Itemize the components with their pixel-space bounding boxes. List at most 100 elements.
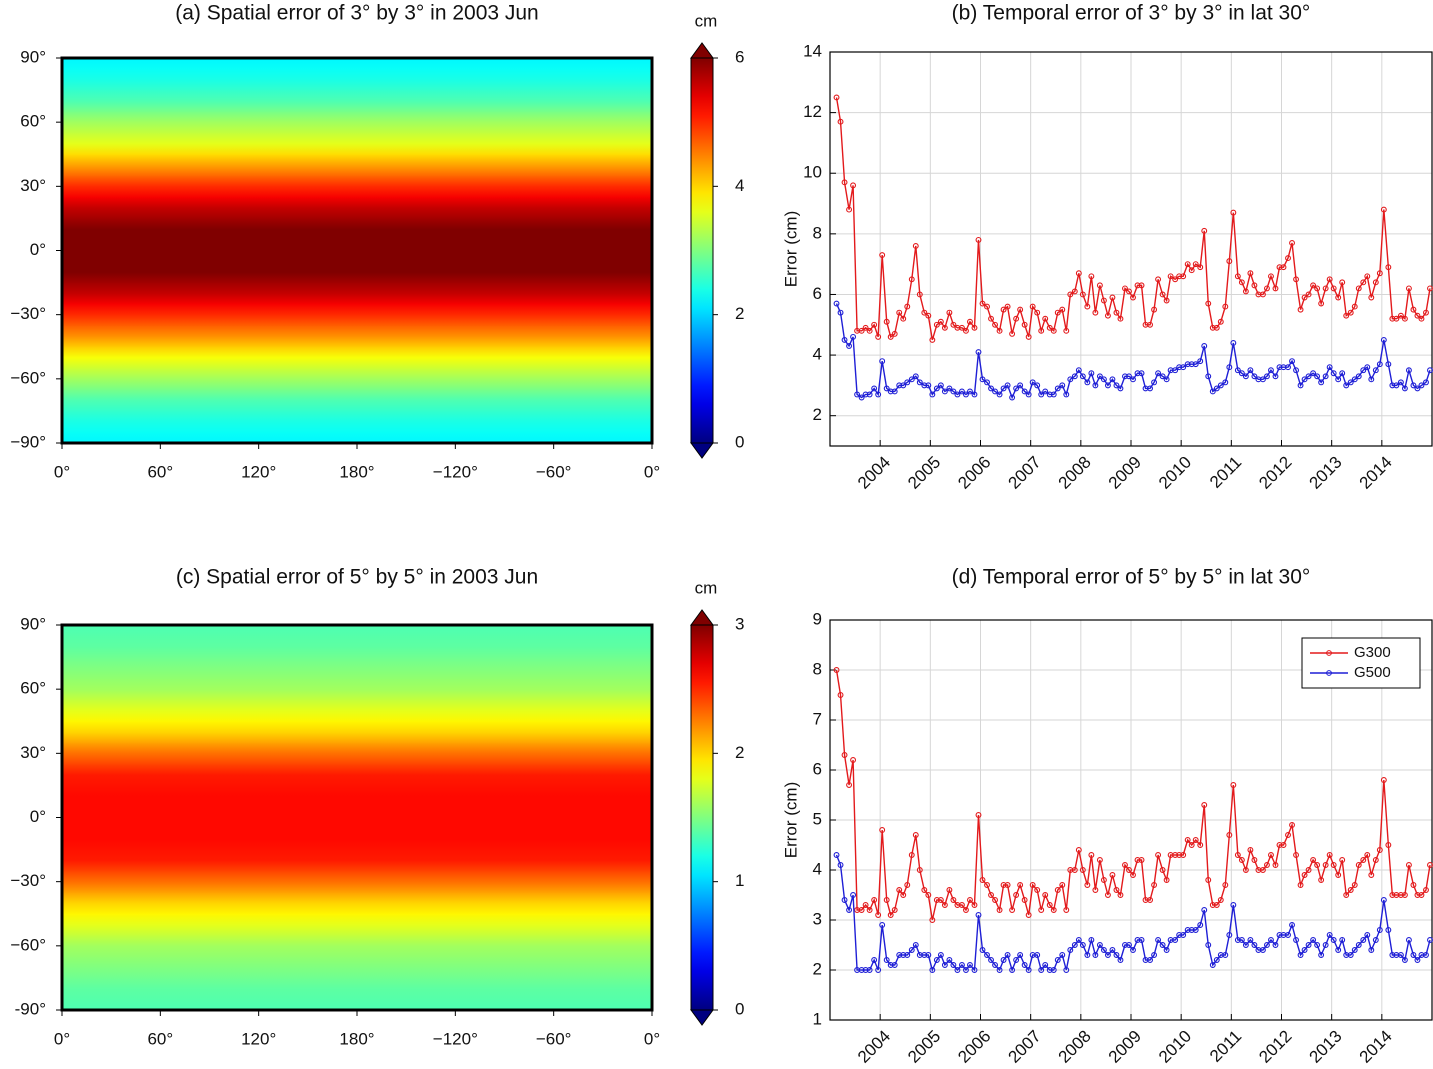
data-point	[1360, 857, 1367, 863]
data-point	[1151, 882, 1158, 888]
data-point	[1071, 288, 1078, 295]
data-point	[837, 118, 844, 125]
data-point	[1427, 937, 1433, 943]
data-point	[1376, 361, 1383, 368]
data-point	[854, 391, 861, 398]
data-point	[984, 952, 990, 958]
x-tick-label: 2004	[854, 453, 894, 493]
data-point	[1063, 327, 1070, 334]
data-point	[1038, 967, 1045, 973]
data-point	[937, 952, 944, 958]
data-point	[1347, 309, 1354, 316]
data-point	[967, 318, 973, 325]
latitude-band	[62, 657, 652, 679]
x-tick-label: 2008	[1055, 1027, 1095, 1067]
latitude-band	[62, 368, 652, 391]
data-point	[1318, 877, 1325, 883]
data-point	[862, 902, 869, 908]
data-point	[946, 887, 953, 893]
data-point	[1100, 297, 1107, 304]
x-tick-label: 0°	[54, 1029, 70, 1048]
data-point	[1088, 273, 1095, 280]
data-point	[1285, 932, 1291, 938]
data-point	[883, 897, 890, 903]
colorbar-label: cm	[695, 578, 718, 597]
data-point	[1251, 282, 1258, 289]
data-point	[858, 394, 865, 401]
data-point	[1276, 932, 1283, 938]
data-point	[1247, 847, 1254, 853]
data-point	[912, 243, 919, 249]
data-point	[925, 892, 932, 898]
data-point	[1147, 321, 1154, 328]
data-point	[1385, 927, 1392, 933]
data-point	[1289, 922, 1295, 928]
x-tick-label: 2013	[1305, 453, 1345, 493]
data-point	[975, 349, 982, 355]
data-point	[1021, 962, 1028, 968]
data-point	[1025, 912, 1032, 918]
x-tick-label: 2013	[1305, 1027, 1345, 1067]
data-point	[1155, 276, 1162, 283]
data-point	[1423, 887, 1429, 893]
data-point	[1205, 373, 1212, 380]
latitude-band	[62, 828, 652, 851]
data-point	[1163, 877, 1170, 883]
data-point	[1079, 291, 1086, 298]
data-point	[1104, 312, 1111, 319]
data-point	[1389, 952, 1396, 958]
data-point	[1100, 947, 1107, 953]
data-point	[1104, 892, 1111, 898]
data-point	[1242, 288, 1249, 295]
data-point	[1188, 927, 1195, 933]
data-point	[1038, 907, 1045, 913]
data-point	[866, 391, 873, 398]
data-point	[1213, 385, 1220, 392]
data-point	[1280, 842, 1287, 848]
data-point	[866, 967, 873, 973]
data-point	[1364, 364, 1371, 371]
data-point	[1314, 373, 1321, 380]
data-point	[929, 917, 936, 923]
data-point	[1209, 962, 1216, 968]
data-point	[1326, 852, 1333, 858]
latitude-band	[62, 892, 652, 915]
data-point	[1021, 321, 1028, 328]
data-point	[1259, 376, 1266, 383]
data-point	[850, 892, 857, 898]
data-point	[941, 324, 948, 331]
y-tick-label: 6	[813, 759, 822, 778]
data-point	[850, 757, 857, 763]
data-point	[941, 902, 948, 908]
data-point	[1418, 892, 1425, 898]
data-point	[1159, 373, 1166, 380]
data-point	[1109, 376, 1116, 383]
data-point	[1172, 852, 1179, 858]
data-point	[946, 957, 953, 963]
data-point	[1054, 887, 1061, 893]
data-point	[1117, 892, 1124, 898]
data-point	[1297, 382, 1304, 389]
data-point	[1372, 367, 1379, 374]
y-tick-label: 3	[813, 909, 822, 928]
data-point	[1351, 882, 1358, 888]
x-tick-label: −120°	[433, 1029, 478, 1048]
data-point	[1084, 303, 1091, 310]
y-tick-label: 8	[813, 223, 822, 242]
data-point	[862, 967, 869, 973]
data-point	[1172, 937, 1179, 943]
data-point	[837, 309, 844, 316]
data-point	[1305, 291, 1312, 298]
data-point	[1293, 852, 1299, 858]
data-point	[1351, 947, 1358, 953]
data-point	[1397, 952, 1404, 958]
data-point	[1405, 367, 1412, 374]
data-point	[1122, 942, 1128, 948]
y-tick-label: 90°	[20, 47, 46, 66]
x-tick-label: 0°	[54, 462, 70, 481]
y-tick-label: −30°	[10, 304, 46, 323]
x-tick-label: 120°	[241, 1029, 276, 1048]
data-point	[1226, 364, 1233, 371]
data-point	[841, 336, 848, 343]
data-point	[1034, 309, 1041, 316]
